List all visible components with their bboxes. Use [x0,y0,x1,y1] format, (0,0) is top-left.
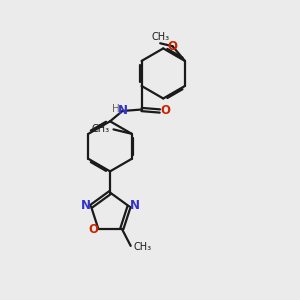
Text: N: N [81,199,91,212]
Text: O: O [160,104,170,118]
Text: CH₃: CH₃ [151,32,169,42]
Text: CH₃: CH₃ [134,242,152,252]
Text: O: O [168,40,178,53]
Text: CH₃: CH₃ [92,124,110,134]
Text: N: N [118,104,128,118]
Text: O: O [88,223,98,236]
Text: N: N [129,199,140,212]
Text: H: H [112,103,120,114]
